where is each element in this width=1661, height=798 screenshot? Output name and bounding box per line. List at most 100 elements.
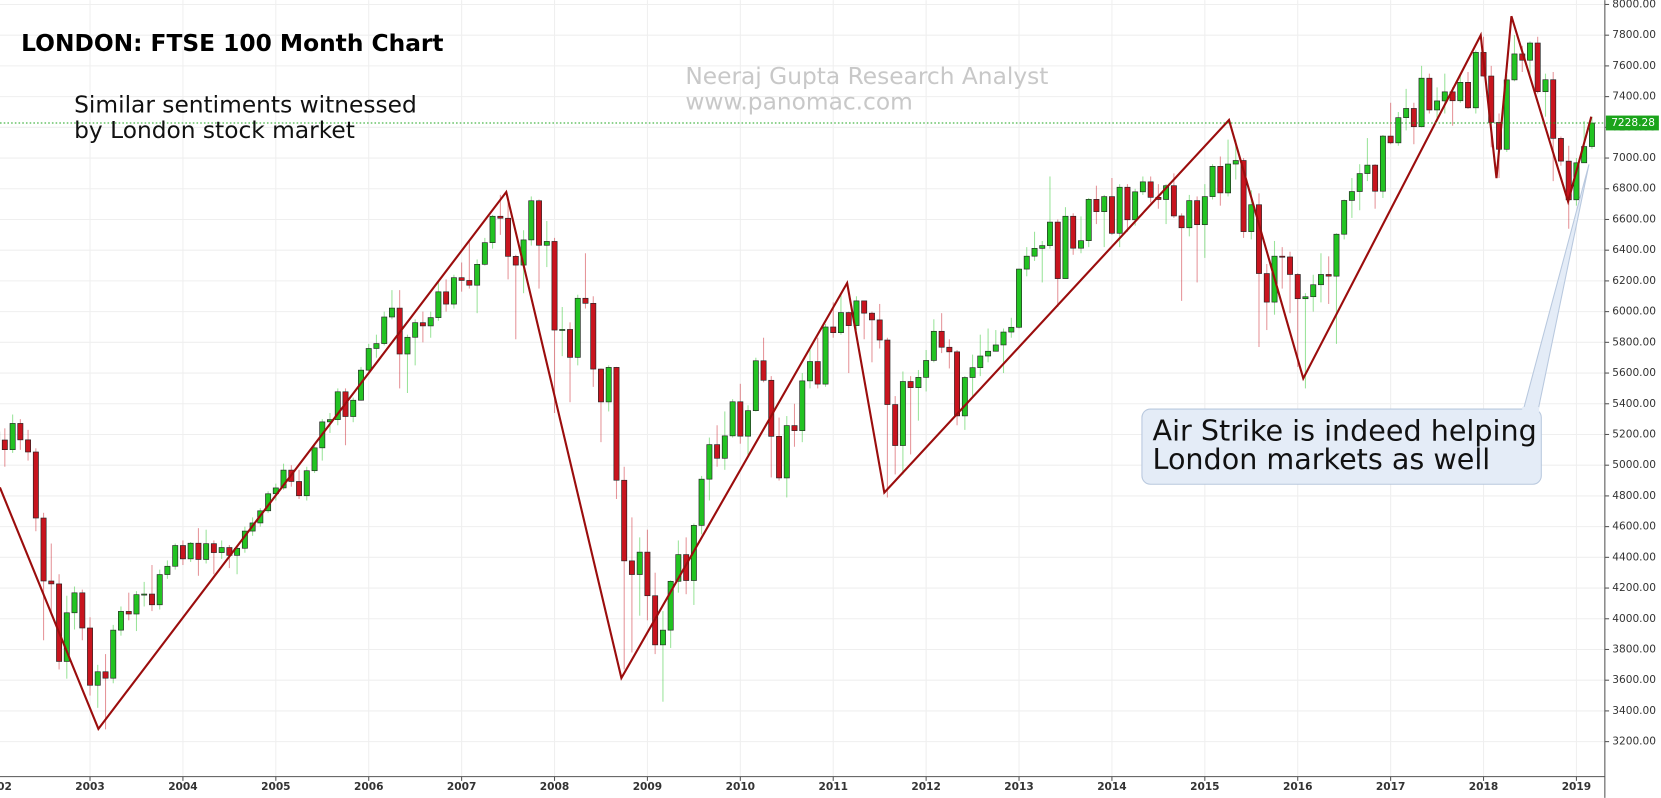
candle-body (110, 629, 117, 679)
candle-body (505, 217, 512, 257)
y-tick-label: 4400.00 (1612, 551, 1656, 563)
candle-body (1000, 331, 1007, 346)
candle-body (1256, 204, 1262, 274)
x-tick-label: 2003 (75, 781, 104, 793)
candle-body (992, 344, 999, 352)
last-price-label: 7228.28 (1611, 117, 1655, 129)
candle-body (721, 435, 728, 459)
candle-body (419, 322, 426, 327)
candle-body (892, 404, 899, 446)
candle-body (56, 583, 63, 662)
y-tick-label: 7400.00 (1612, 91, 1656, 103)
candle-body (714, 444, 721, 459)
candle-body (706, 444, 713, 480)
candle-body (334, 391, 341, 420)
candle-body (350, 399, 357, 417)
candle-body (1132, 191, 1139, 221)
candle-body (280, 469, 287, 489)
candle-body (853, 300, 860, 326)
candle-body (381, 316, 388, 344)
candle-body (427, 317, 434, 327)
candle-body (930, 330, 937, 361)
candle-body (1263, 273, 1270, 303)
x-tick-label: 2012 (911, 781, 940, 793)
candle-body (1426, 77, 1433, 111)
x-tick-label: 2007 (447, 781, 476, 793)
candle-body (760, 360, 767, 381)
candle-body (729, 401, 736, 437)
annotation: by London stock market (74, 117, 355, 144)
candle-body (1550, 79, 1557, 139)
candle-body (659, 629, 666, 646)
candle-body (1434, 100, 1441, 111)
candle-body (776, 436, 783, 479)
candle-body (94, 671, 101, 686)
candle-body (1341, 200, 1348, 235)
trend-line (0, 15, 1593, 731)
candle-body (899, 381, 906, 446)
y-tick-label: 5600.00 (1612, 367, 1656, 379)
x-tick-label: 2009 (633, 781, 662, 793)
candle-body (365, 348, 372, 371)
candle-body (1201, 196, 1208, 226)
x-tick-label: 2019 (1562, 781, 1591, 793)
candle-body (466, 280, 473, 286)
candle-body (179, 545, 186, 560)
y-tick-label: 6000.00 (1612, 306, 1656, 318)
x-tick-label: 2008 (540, 781, 569, 793)
candle-body (1356, 173, 1363, 192)
y-tick-label: 5800.00 (1612, 336, 1656, 348)
candle-body (17, 423, 24, 441)
y-tick-label: 7800.00 (1612, 29, 1656, 41)
candle-body (1310, 284, 1317, 298)
callout-join (1522, 406, 1540, 413)
candle-body (102, 671, 109, 679)
candle-body (590, 303, 597, 370)
candle-body (1333, 233, 1340, 277)
candle-body (25, 439, 31, 453)
y-tick-label: 4000.00 (1612, 613, 1656, 625)
candle-body (799, 380, 806, 431)
candle-body (195, 542, 202, 560)
candle-body (598, 368, 604, 403)
candle-body (1457, 82, 1464, 102)
candle-body (489, 215, 496, 243)
candle-body (118, 611, 124, 631)
candle-body (1287, 256, 1293, 275)
candle-body (1047, 221, 1053, 246)
candle-body (156, 574, 163, 606)
candle-body (1209, 166, 1216, 197)
candle-body (497, 215, 504, 219)
candle-body (1232, 160, 1239, 165)
candle-body (1101, 196, 1108, 212)
x-tick-label: 2010 (726, 781, 755, 793)
candle-body (605, 367, 612, 403)
candle-body (822, 326, 829, 385)
candle-body (1194, 200, 1201, 226)
candle-body (141, 593, 148, 596)
x-tick-label: 2015 (1190, 781, 1219, 793)
candle-body (149, 593, 155, 606)
candle-body (791, 425, 798, 431)
candle-body (1472, 52, 1479, 109)
candle-body (48, 580, 55, 585)
candle-body (1124, 186, 1131, 221)
candle-body (628, 560, 635, 575)
candle-body (667, 580, 674, 631)
candle-body (389, 307, 395, 318)
candle-body (404, 336, 411, 355)
x-tick-label: 2014 (1097, 781, 1126, 793)
candle-body (1108, 196, 1115, 234)
candle-body (1441, 91, 1448, 102)
x-tick-label: 2013 (1004, 781, 1033, 793)
candle-body (567, 329, 573, 358)
candle-body (443, 291, 450, 305)
candle-body (1364, 164, 1371, 174)
candle-body (536, 200, 542, 246)
candle-body (737, 401, 744, 437)
candle-body (512, 256, 519, 266)
candle-body (698, 478, 705, 526)
candle-body (1527, 42, 1533, 61)
candle-body (954, 351, 961, 417)
